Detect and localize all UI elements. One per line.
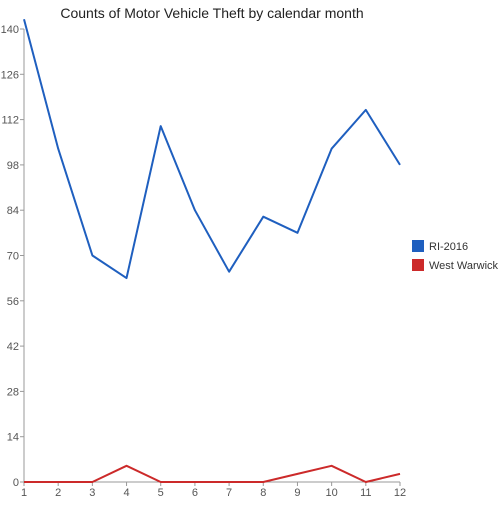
x-tick-label: 3 — [89, 487, 95, 499]
legend-label: RI-2016 — [429, 241, 468, 253]
y-tick-label: 84 — [7, 205, 19, 217]
y-tick-label: 56 — [7, 296, 19, 308]
x-tick-label: 10 — [326, 487, 338, 499]
x-tick-label: 12 — [394, 487, 406, 499]
y-tick-label: 98 — [7, 160, 19, 172]
x-tick-label: 11 — [360, 487, 371, 499]
legend-swatch — [412, 259, 424, 271]
y-tick-label: 0 — [13, 477, 19, 489]
x-tick-label: 9 — [294, 487, 300, 499]
chart-title: Counts of Motor Vehicle Theft by calenda… — [60, 5, 363, 21]
y-tick-label: 112 — [1, 115, 19, 127]
y-tick-label: 42 — [7, 341, 19, 353]
y-tick-label: 28 — [7, 386, 19, 398]
x-tick-label: 4 — [123, 487, 129, 499]
legend-swatch — [412, 240, 424, 252]
x-tick-label: 7 — [226, 487, 232, 499]
x-tick-label: 1 — [21, 487, 27, 499]
x-tick-label: 8 — [260, 487, 266, 499]
x-tick-label: 2 — [55, 487, 61, 499]
y-tick-label: 14 — [7, 432, 19, 444]
y-tick-label: 140 — [1, 24, 19, 36]
series-lines — [23, 19, 401, 483]
legend-label: West Warwick — [429, 260, 499, 272]
y-tick-label: 70 — [7, 251, 19, 263]
series-line-2 — [24, 464, 401, 483]
x-tick-label: 6 — [192, 487, 198, 499]
y-tick-label: 126 — [1, 69, 19, 81]
series-line-1 — [23, 19, 401, 280]
legend: RI-2016 West Warwick — [412, 240, 499, 272]
x-tick-label: 5 — [158, 487, 164, 499]
